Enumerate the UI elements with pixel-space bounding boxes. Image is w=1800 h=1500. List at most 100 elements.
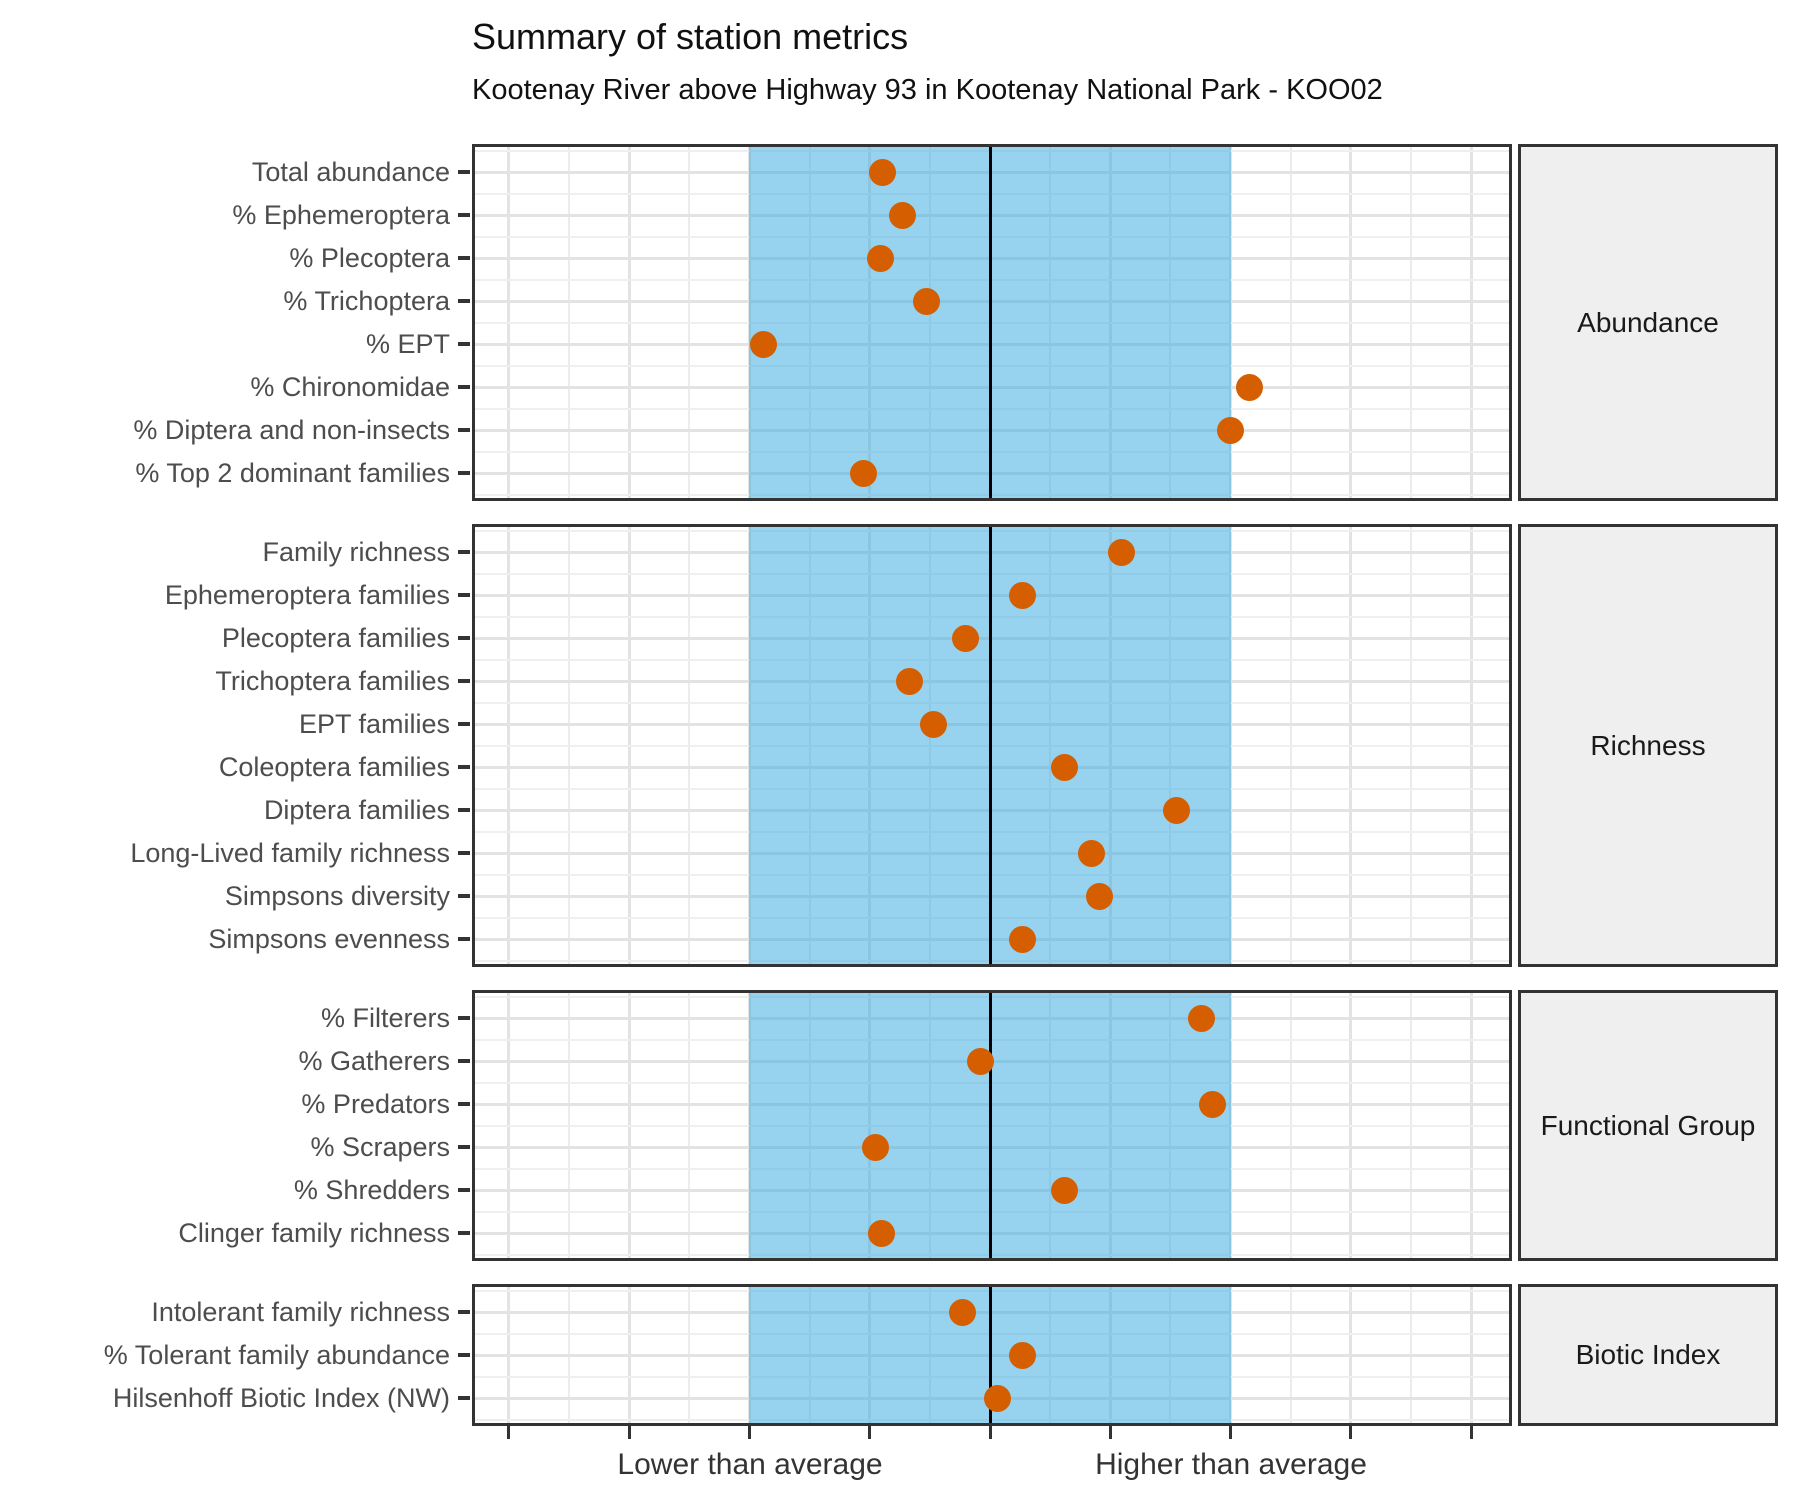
y-axis-tick [458,765,470,769]
y-axis-tick [458,1310,470,1314]
y-axis-tick [458,550,470,554]
y-axis-tick [458,593,470,597]
average-centerline [988,993,992,1258]
y-axis-label: Coleoptera families [218,752,450,782]
y-axis-label: Hilsenhoff Biotic Index (NW) [112,1383,450,1413]
data-point [1051,753,1079,781]
x-axis-label-higher: Higher than average [1095,1448,1367,1481]
data-point [862,1133,890,1161]
facet-panel-abundance [472,144,1512,501]
data-point [867,244,895,272]
y-axis-label: Intolerant family richness [151,1297,450,1327]
facet-strip-functional-group: Functional Group [1518,990,1778,1261]
data-point [1199,1090,1227,1118]
y-axis-label: % Top 2 dominant families [135,458,450,488]
x-axis-tick [1108,1426,1112,1439]
facet-panel-biotic-index [472,1284,1512,1426]
y-axis-label: % Predators [301,1089,450,1119]
y-axis-label: Diptera families [263,795,450,825]
data-point [1008,925,1036,953]
average-centerline [988,147,992,498]
facet-strip-biotic-index: Biotic Index [1518,1284,1778,1426]
data-point [1188,1004,1216,1032]
y-axis-label: % Plecoptera [289,243,450,273]
data-point [888,201,916,229]
y-axis-label: % EPT [365,329,450,359]
y-axis-label: Simpsons evenness [208,924,450,954]
y-axis-label: Simpsons diversity [224,881,450,911]
x-axis-tick [747,1426,751,1439]
y-axis-tick [458,851,470,855]
y-axis-label: Long-Lived family richness [130,838,450,868]
facet-strip-richness: Richness [1518,524,1778,967]
y-axis-label: % Shredders [293,1175,450,1205]
y-axis-label: Ephemeroptera families [164,580,450,610]
y-axis-tick [458,428,470,432]
facet-strip-label: Richness [1590,729,1706,761]
x-axis-tick [1469,1426,1473,1439]
facet-strip-label: Biotic Index [1575,1339,1721,1370]
y-axis-label: Plecoptera families [221,623,450,653]
data-point [850,459,878,487]
y-axis-tick [458,1145,470,1149]
data-point [1236,373,1264,401]
y-axis-tick [458,1102,470,1106]
y-axis-label: % Scrapers [310,1132,450,1162]
data-point [1162,796,1190,824]
data-point [983,1384,1011,1412]
x-axis-tick [627,1426,631,1439]
facet-strip-abundance: Abundance [1518,144,1778,501]
y-axis-tick [458,213,470,217]
data-point [1085,882,1113,910]
y-axis-label: Total abundance [251,157,450,187]
data-point [1077,839,1105,867]
y-axis-tick [458,808,470,812]
y-axis-tick [458,1231,470,1235]
y-axis-tick [458,1188,470,1192]
data-point [912,287,940,315]
y-axis-tick [458,636,470,640]
y-axis-label: % Chironomidae [250,372,450,402]
y-axis-tick [458,1059,470,1063]
y-axis-label: % Gatherers [298,1046,450,1076]
data-point [919,710,947,738]
x-axis-tick [868,1426,872,1439]
y-axis-label: % Trichoptera [283,286,450,316]
y-axis-tick [458,894,470,898]
data-point [948,1298,976,1326]
data-point [750,330,778,358]
y-axis-label: Family richness [262,537,450,567]
data-point [1008,1341,1036,1369]
page-title: Summary of station metrics [472,16,909,57]
y-axis-label: Clinger family richness [178,1218,450,1248]
data-point [1107,538,1135,566]
facet-panel-functional-group [472,990,1512,1261]
y-axis-tick [458,937,470,941]
x-axis-tick [1349,1426,1353,1439]
x-axis-tick [507,1426,511,1439]
data-point [869,158,897,186]
y-axis-label: % Diptera and non-insects [133,415,450,445]
facet-panel-richness [472,524,1512,967]
y-axis-tick [458,1353,470,1357]
page-subtitle: Kootenay River above Highway 93 in Koote… [472,74,1383,106]
y-axis-tick [458,1016,470,1020]
data-point [966,1047,994,1075]
y-axis-label: % Filterers [320,1003,450,1033]
y-axis-tick [458,722,470,726]
x-axis-tick [1229,1426,1233,1439]
y-axis-label: Trichoptera families [215,666,450,696]
y-axis-tick [458,679,470,683]
x-axis-label-lower: Lower than average [617,1448,883,1481]
facet-strip-label: Abundance [1577,306,1719,338]
y-axis-tick [458,342,470,346]
y-axis-tick [458,1396,470,1400]
y-axis-label: % Ephemeroptera [232,200,450,230]
data-point [1051,1176,1079,1204]
facet-strip-label: Functional Group [1540,1109,1756,1141]
x-axis-tick [988,1426,992,1439]
data-point [1008,581,1036,609]
y-axis-label: EPT families [298,709,450,739]
y-axis-tick [458,256,470,260]
